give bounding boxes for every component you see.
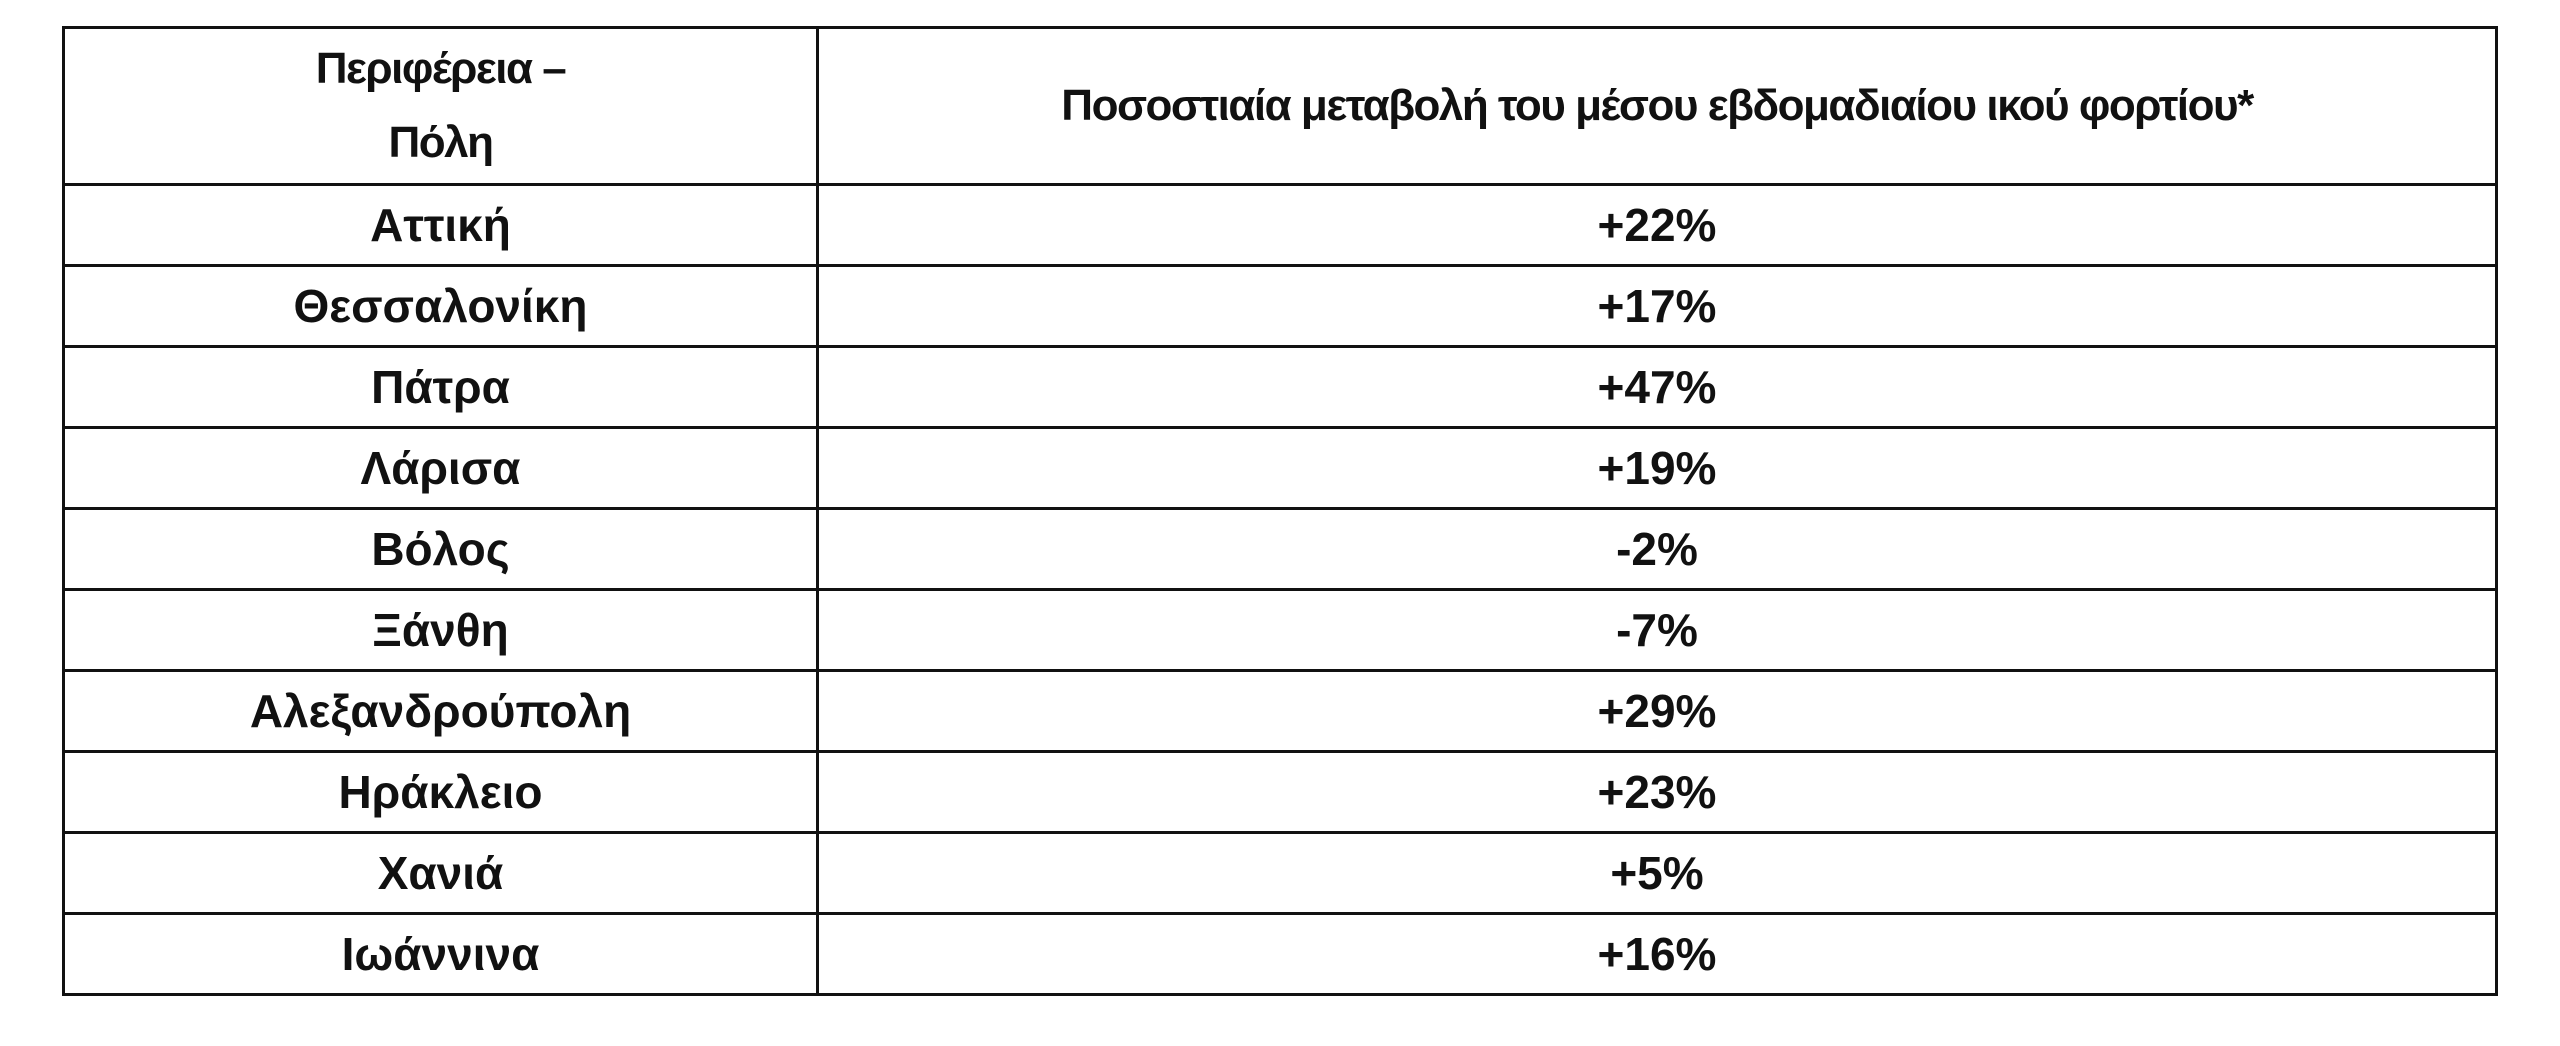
change-cell: -2% [816,507,2498,591]
region-cell: Αττική [62,183,819,267]
table-row: Ξάνθη -7% [62,588,2498,672]
region-cell: Ιωάννινα [62,912,819,996]
change-cell: +19% [816,426,2498,510]
table-row: Πάτρα +47% [62,345,2498,429]
change-cell: +22% [816,183,2498,267]
region-cell: Ξάνθη [62,588,819,672]
region-cell: Ηράκλειο [62,750,819,834]
table-row: Ιωάννινα +16% [62,912,2498,996]
change-cell: +29% [816,669,2498,753]
change-cell: +17% [816,264,2498,348]
change-cell: +5% [816,831,2498,915]
table-header: Περιφέρεια – Πόλη Ποσοστιαία μεταβολή το… [62,26,2498,186]
region-cell: Θεσσαλονίκη [62,264,819,348]
region-cell: Πάτρα [62,345,819,429]
header-cell: Περιφέρεια – Πόλη [62,26,819,186]
table-row: Αλεξανδρούπολη +29% [62,669,2498,753]
header-row: Περιφέρεια – Πόλη Ποσοστιαία μεταβολή το… [62,26,2498,186]
change-cell: +23% [816,750,2498,834]
change-cell: +16% [816,912,2498,996]
change-cell: -7% [816,588,2498,672]
table-body: Αττική +22% Θεσσαλονίκη +17% Πάτρα +47% Λάρισα… [62,183,2498,996]
table-row: Λάρισα +19% [62,426,2498,510]
header-text: Περιφέρεια – Πόλη [315,44,567,167]
table-row: Χανιά +5% [62,831,2498,915]
table-container: Περιφέρεια – Πόλη Ποσοστιαία μεταβολή το… [62,26,2498,996]
region-cell: Αλεξανδρούπολη [62,669,819,753]
header-cell: Ποσοστιαία μεταβολή του μέσου εβδομαδιαί… [816,26,2498,186]
region-cell: Βόλος [62,507,819,591]
table-row: Θεσσαλονίκη +17% [62,264,2498,348]
header-text: Ποσοστιαία μεταβολή του μέσου εβδομαδιαί… [1061,81,2254,130]
table-row: Ηράκλειο +23% [62,750,2498,834]
table-row: Αττική +22% [62,183,2498,267]
change-cell: +47% [816,345,2498,429]
table: Περιφέρεια – Πόλη Ποσοστιαία μεταβολή το… [62,26,2498,996]
region-cell: Λάρισα [62,426,819,510]
table-row: Βόλος -2% [62,507,2498,591]
region-cell: Χανιά [62,831,819,915]
